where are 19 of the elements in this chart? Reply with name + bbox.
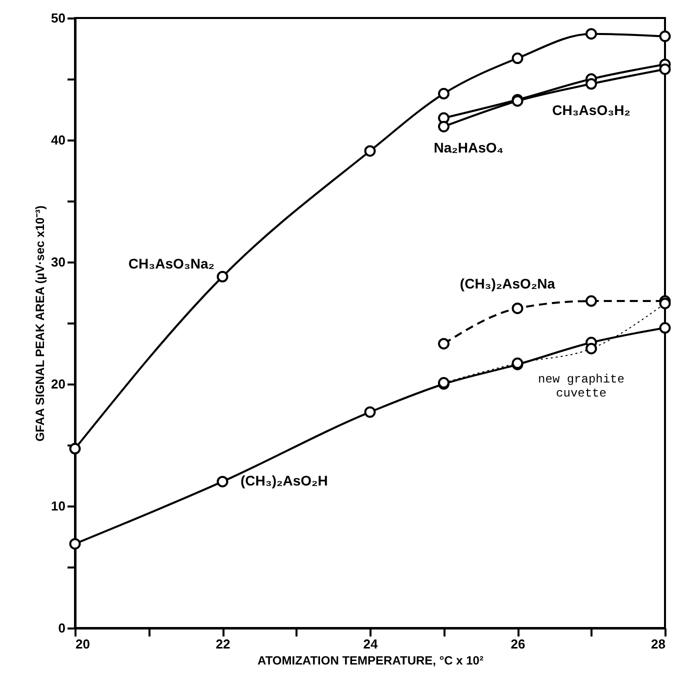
series-label: Na₂HAsO₄ bbox=[434, 140, 504, 156]
x-tick-label: 24 bbox=[363, 636, 378, 652]
y-tick-label: 30 bbox=[51, 254, 66, 270]
y-tick-label: 0 bbox=[58, 620, 66, 636]
y-axis-title: GFAA SIGNAL PEAK AREA (µV·sec x10⁻³) bbox=[33, 205, 48, 442]
x-axis-title: ATOMIZATION TEMPERATURE, °C x 10² bbox=[258, 654, 484, 668]
annotation: new graphite cuvette bbox=[538, 372, 624, 401]
series-label: (CH₃)₂AsO₂H bbox=[240, 472, 328, 489]
y-tick-label: 20 bbox=[51, 376, 66, 392]
y-tick-label: 50 bbox=[51, 10, 66, 26]
x-tick-label: 20 bbox=[76, 636, 90, 652]
x-tick-label: 26 bbox=[510, 636, 526, 652]
series-label: (CH₃)₂AsO₂Na bbox=[460, 275, 556, 292]
y-tick-label: 10 bbox=[51, 498, 66, 514]
series-label: CH₃AsO₃H₂ bbox=[552, 102, 630, 118]
series-label: CH₃AsO₃Na₂ bbox=[128, 256, 214, 272]
x-tick-label: 28 bbox=[651, 636, 666, 652]
y-tick-label: 40 bbox=[51, 132, 66, 148]
x-tick-label: 22 bbox=[216, 636, 230, 652]
